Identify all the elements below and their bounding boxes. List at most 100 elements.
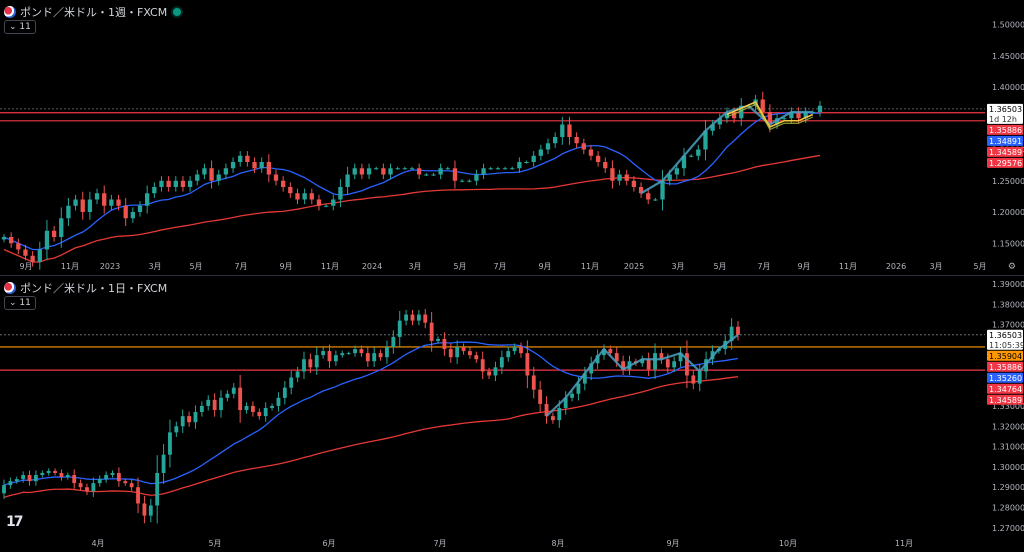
top-candle-body [481,168,486,175]
bot-price-badge-text: 1.35904 [989,352,1022,361]
bot-candle-body [308,359,313,368]
top-price-badge-countdown: 1d 12h [989,115,1017,124]
bot-price-tick: 1.32000 [992,422,1024,431]
bot-candle-body [257,412,262,417]
top-candle-body [531,155,536,162]
bot-candle-body [295,371,300,378]
top-time-tick: 3月 [671,262,684,271]
bot-candle-body [385,347,389,358]
bot-time-tick: 6月 [322,539,335,548]
bot-price-badge-text: 1.34764 [989,385,1022,394]
bot-time-tick: 4月 [91,539,104,548]
top-candle-body [302,193,307,200]
weekly-symbol-title[interactable]: ポンド／米ドル・1週・FXCM [20,6,168,19]
bot-price-tick: 1.27000 [992,524,1024,533]
top-candle-body [273,174,279,181]
top-candle-body [409,168,415,170]
bot-candle-body [193,412,198,423]
daily-symbol-title[interactable]: ポンド／米ドル・1日・FXCM [20,282,168,295]
bot-candle-body [442,338,447,350]
bot-candle-body [665,359,670,368]
top-candle-body [9,237,14,244]
bot-candle-body [225,393,230,398]
top-time-tick: 11月 [839,262,857,271]
bot-candle-body [53,470,57,473]
top-candle-body [588,149,594,156]
bot-candle-body [327,351,332,362]
top-candle-body [259,162,264,169]
top-candle-body [295,193,300,200]
bot-time-tick: 11月 [895,539,913,548]
top-time-tick: 3月 [929,262,942,271]
bot-candle-body [8,481,13,486]
top-candle-body [209,168,214,181]
bot-candle-body [736,326,740,335]
top-candle-body [689,155,694,157]
bot-candle-body [429,322,434,341]
weekly-chart-pane[interactable]: 1.500001.450001.400001.300001.250001.200… [0,0,1024,276]
top-price-badge [987,124,1023,135]
bot-candle-body [276,397,281,406]
bot-price-badge [987,383,1023,394]
bot-candle-body [678,353,683,362]
top-time-tick: 2023 [100,262,120,271]
bot-candle-body [563,397,568,408]
daily-chart-canvas[interactable]: 1.39000 1.38000 1.37000 1.33000 1.32000 1.310… [0,276,1024,552]
bot-candle-body [212,399,217,411]
tradingview-logo[interactable]: 17 [6,514,24,530]
weekly-chart-canvas[interactable]: 1.500001.450001.400001.300001.250001.200… [0,0,1024,275]
bot-candle-body [659,353,664,360]
top-time-tick: 2025 [624,262,644,271]
top-candle-body [724,112,730,119]
top-candle-body [488,168,493,170]
top-candle-body [646,193,651,200]
bot-price-axis: 1.39000 1.38000 1.37000 1.33000 1.32000 1.310… [992,280,1024,533]
bot-candle-body [557,407,562,421]
top-candle-body [216,174,221,181]
top-candle-body [281,180,286,187]
top-price-badge-text: 1.35886 [989,126,1022,135]
top-price-badge [987,103,1023,124]
bot-candle-body [512,347,517,352]
bot-candle-body [142,503,147,516]
bot-candle-body [59,472,64,478]
top-candle-body [180,180,186,187]
bot-candle-body [199,405,204,413]
bot-candle-body [423,314,428,323]
bot-candle-body [27,475,32,482]
daily-chart-pane[interactable]: 1.39000 1.38000 1.37000 1.33000 1.32000 1.310… [0,276,1024,552]
top-candle-body [323,205,329,207]
daily-chart-header[interactable]: ポンド／米ドル・1日・FXCM [4,280,167,296]
top-price-tick: 1.15000 [992,239,1024,248]
weekly-indicator-toggle[interactable]: ⌄ 11 [4,20,36,34]
bot-candle-body [487,371,491,376]
top-candle-body [502,168,508,170]
weekly-chart-header[interactable]: ポンド／米ドル・1週・FXCM [4,4,182,20]
bot-candle-body [72,475,77,484]
bot-candle-body [187,416,192,423]
top-candle-body [338,187,343,200]
top-time-tick: 7月 [757,262,770,271]
top-candle-body [467,180,472,182]
top-time-tick: 2026 [886,262,906,271]
bot-candle-body [333,355,338,362]
top-time-tick: 7月 [493,262,506,271]
top-candle-body [459,180,465,182]
weekly-axis-settings-icon[interactable]: ⚙ [1007,262,1016,272]
top-candle-body [159,180,164,187]
top-candle-body [223,168,229,175]
bot-candle-body [608,349,613,354]
bot-candle-body [493,367,498,376]
top-candle-body [102,193,107,206]
top-zigzag [640,100,814,195]
daily-indicator-toggle[interactable]: ⌄ 11 [4,296,36,310]
bot-candle-body [538,389,543,404]
bot-candle-body [46,470,51,473]
bot-candle-body [621,361,626,370]
bot-candle-body [480,359,485,372]
bot-price-badge-countdown: 11:05:39 [989,341,1024,350]
bot-candle-body [691,375,696,384]
top-candle-body [109,199,114,206]
top-slow-ma-line [3,154,821,263]
